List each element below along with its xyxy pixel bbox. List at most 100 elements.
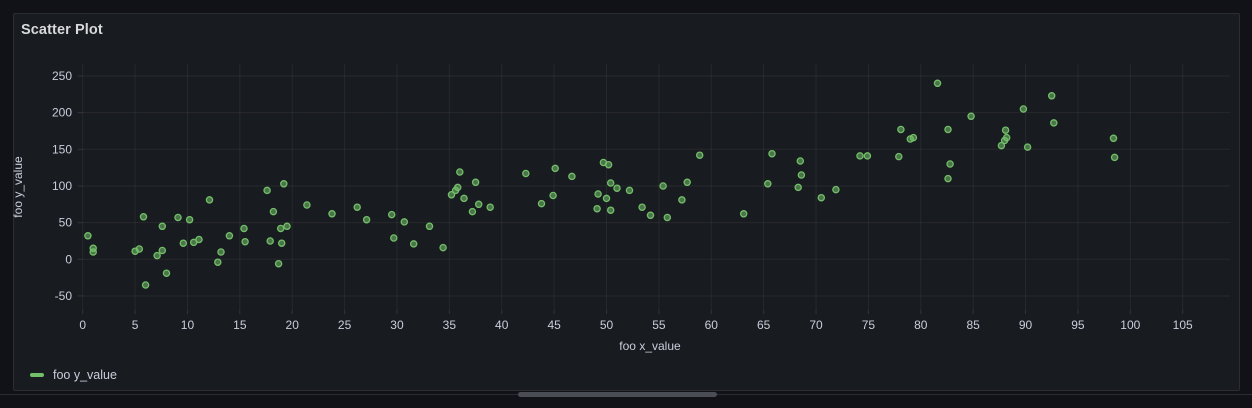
data-point[interactable]	[638, 203, 646, 211]
data-point[interactable]	[303, 201, 311, 209]
data-point[interactable]	[895, 152, 903, 161]
data-point[interactable]	[274, 259, 283, 268]
data-point[interactable]	[283, 222, 291, 231]
data-point[interactable]	[1047, 92, 1056, 100]
data-point[interactable]	[280, 180, 288, 188]
data-point[interactable]	[944, 125, 952, 134]
data-point[interactable]	[439, 243, 447, 252]
data-point[interactable]	[84, 232, 92, 240]
data-point[interactable]	[549, 191, 557, 200]
data-point[interactable]	[453, 183, 462, 192]
panel-header[interactable]: Scatter Plot	[21, 16, 1232, 44]
data-point[interactable]	[797, 171, 806, 179]
data-point[interactable]	[276, 224, 285, 233]
data-point[interactable]	[139, 213, 148, 221]
data-point[interactable]	[217, 248, 225, 256]
horizontal-scrollbar[interactable]	[0, 392, 1252, 399]
data-point[interactable]	[362, 215, 371, 224]
data-point[interactable]	[683, 178, 691, 187]
data-points[interactable]	[84, 79, 1119, 289]
data-point[interactable]	[266, 237, 274, 245]
data-point[interactable]	[468, 207, 477, 216]
data-point[interactable]	[897, 125, 905, 134]
svg-text:0: 0	[65, 252, 72, 266]
data-point[interactable]	[474, 200, 483, 209]
data-point[interactable]	[997, 141, 1006, 150]
data-point[interactable]	[606, 179, 615, 187]
data-point[interactable]	[185, 215, 194, 224]
data-point[interactable]	[551, 164, 559, 173]
data-point[interactable]	[162, 269, 171, 277]
data-point[interactable]	[537, 199, 546, 208]
data-point[interactable]	[1023, 143, 1032, 151]
data-point[interactable]	[263, 186, 271, 195]
data-point[interactable]	[594, 190, 602, 198]
data-point[interactable]	[328, 210, 336, 218]
data-point[interactable]	[602, 194, 611, 203]
data-point[interactable]	[663, 213, 672, 222]
data-point[interactable]	[153, 251, 161, 260]
data-point[interactable]	[353, 203, 361, 211]
data-point[interactable]	[158, 246, 167, 255]
data-point[interactable]	[447, 191, 456, 199]
data-point[interactable]	[387, 210, 396, 219]
data-point[interactable]	[613, 184, 621, 192]
data-point[interactable]	[158, 222, 167, 231]
data-point[interactable]	[89, 248, 97, 256]
data-point[interactable]	[135, 245, 144, 253]
data-point[interactable]	[593, 204, 601, 213]
data-point[interactable]	[933, 79, 942, 88]
data-point[interactable]	[739, 210, 748, 218]
data-point[interactable]	[606, 206, 615, 214]
data-point[interactable]	[205, 196, 214, 204]
data-point[interactable]	[764, 180, 772, 188]
data-point[interactable]	[471, 178, 480, 187]
data-point[interactable]	[241, 237, 249, 246]
data-point[interactable]	[695, 151, 704, 159]
data-point[interactable]	[460, 194, 468, 203]
data-point[interactable]	[240, 224, 248, 233]
data-point[interactable]	[390, 234, 398, 242]
data-point[interactable]	[1019, 105, 1028, 113]
data-point[interactable]	[909, 133, 918, 142]
data-point[interactable]	[646, 211, 655, 220]
data-point[interactable]	[946, 160, 954, 168]
data-point[interactable]	[604, 160, 613, 169]
data-point[interactable]	[832, 185, 840, 194]
data-point[interactable]	[1002, 133, 1011, 142]
data-point[interactable]	[796, 157, 805, 165]
data-point[interactable]	[1050, 119, 1058, 127]
data-point[interactable]	[486, 203, 494, 211]
data-point[interactable]	[817, 193, 826, 202]
data-point[interactable]	[269, 207, 278, 216]
data-point[interactable]	[568, 172, 576, 181]
data-point[interactable]	[522, 169, 530, 178]
legend-item-foo-y-value[interactable]: foo y_value	[26, 366, 121, 384]
data-point[interactable]	[659, 182, 667, 190]
data-point[interactable]	[400, 218, 409, 226]
data-point[interactable]	[174, 213, 182, 222]
data-point[interactable]	[967, 112, 975, 121]
data-point[interactable]	[1109, 134, 1118, 143]
data-point[interactable]	[409, 240, 418, 248]
data-point[interactable]	[141, 281, 150, 289]
data-point[interactable]	[456, 168, 464, 176]
data-point[interactable]	[944, 174, 952, 183]
panel-title[interactable]: Scatter Plot	[21, 22, 103, 38]
data-point[interactable]	[768, 149, 776, 158]
data-point[interactable]	[277, 239, 286, 247]
data-point[interactable]	[1110, 153, 1119, 162]
data-point[interactable]	[1001, 126, 1010, 134]
scrollbar-thumb[interactable]	[518, 392, 717, 397]
data-point[interactable]	[794, 183, 802, 192]
data-point[interactable]	[214, 258, 222, 266]
data-point[interactable]	[863, 152, 872, 160]
data-point[interactable]	[225, 232, 234, 240]
data-point[interactable]	[625, 186, 634, 195]
data-point[interactable]	[678, 196, 686, 204]
data-point[interactable]	[195, 235, 203, 244]
data-point[interactable]	[856, 152, 864, 160]
data-point[interactable]	[425, 222, 434, 231]
data-point[interactable]	[179, 239, 188, 247]
